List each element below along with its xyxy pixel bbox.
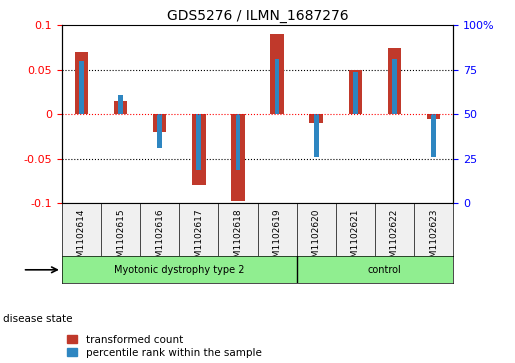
Bar: [297, 257, 453, 283]
Bar: [231, 114, 245, 201]
Bar: [388, 48, 401, 114]
Bar: [157, 114, 162, 148]
Text: GSM1102622: GSM1102622: [390, 208, 399, 269]
Bar: [62, 257, 297, 283]
Bar: [349, 70, 362, 114]
Bar: [153, 114, 166, 132]
Bar: [270, 34, 284, 114]
Bar: [235, 114, 241, 170]
Text: GSM1102620: GSM1102620: [312, 208, 321, 269]
Text: GSM1102618: GSM1102618: [233, 208, 243, 269]
Bar: [118, 95, 123, 114]
Bar: [114, 101, 127, 114]
Text: GSM1102621: GSM1102621: [351, 208, 360, 269]
Title: GDS5276 / ILMN_1687276: GDS5276 / ILMN_1687276: [167, 9, 348, 23]
Text: GSM1102623: GSM1102623: [429, 208, 438, 269]
Bar: [427, 114, 440, 119]
Text: GSM1102615: GSM1102615: [116, 208, 125, 269]
Bar: [75, 52, 88, 114]
Text: control: control: [368, 265, 402, 275]
Bar: [192, 114, 205, 185]
Bar: [431, 114, 436, 157]
Text: GSM1102614: GSM1102614: [77, 208, 86, 269]
Bar: [79, 61, 84, 114]
Bar: [310, 114, 323, 123]
Text: Myotonic dystrophy type 2: Myotonic dystrophy type 2: [114, 265, 245, 275]
Bar: [353, 72, 358, 114]
Bar: [274, 59, 280, 114]
Text: GSM1102619: GSM1102619: [272, 208, 282, 269]
Text: disease state: disease state: [3, 314, 72, 325]
Text: GSM1102616: GSM1102616: [155, 208, 164, 269]
Bar: [196, 114, 201, 170]
Legend: transformed count, percentile rank within the sample: transformed count, percentile rank withi…: [67, 335, 262, 358]
Bar: [314, 114, 319, 157]
Bar: [392, 59, 397, 114]
Text: GSM1102617: GSM1102617: [194, 208, 203, 269]
